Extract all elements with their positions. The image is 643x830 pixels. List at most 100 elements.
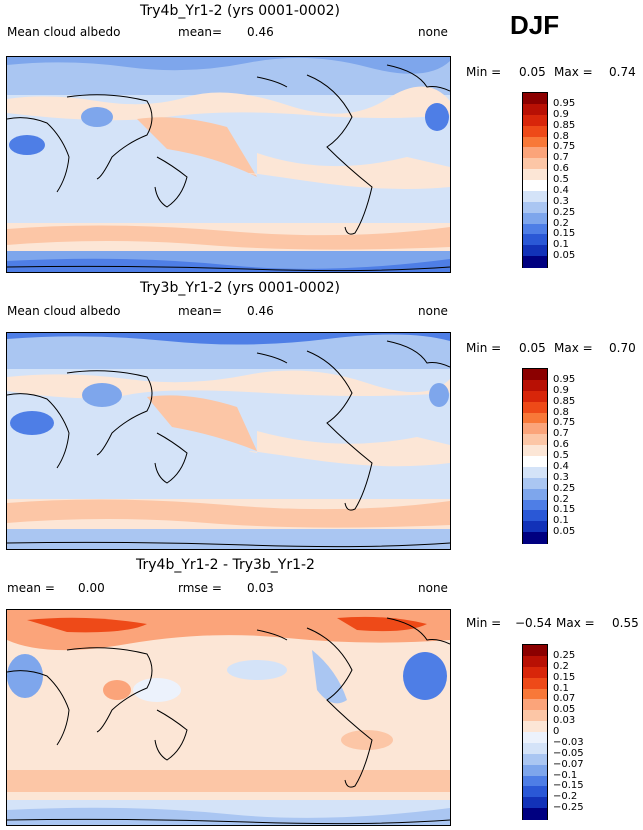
panel-3-colorbar-tick-label: −0.25 xyxy=(553,802,584,814)
panel-3-europe-negative xyxy=(403,652,447,700)
panel-3-min-label: Min = xyxy=(466,616,502,630)
panel-3-map xyxy=(6,609,451,826)
panel-2-mean-value: 0.46 xyxy=(247,304,274,318)
panel-3-colorbar-segment xyxy=(523,775,547,787)
panel-1-colorbar-tick-label: 0.5 xyxy=(553,174,569,185)
panel-1-colorbar-segment xyxy=(523,158,547,170)
panel-1-colorbar-segment xyxy=(523,234,547,246)
panel-1-colorbar-tick-label: 0.9 xyxy=(553,108,569,120)
panel-1-colorbar-tick-label: 0.85 xyxy=(553,119,576,131)
panel-3-npacific-negative xyxy=(227,660,287,680)
panel-1-africa-low xyxy=(9,135,45,155)
panel-2-arctic-cloud xyxy=(7,333,450,345)
panel-3-colorbar-segment xyxy=(523,655,547,668)
panel-1-colorbar-segment xyxy=(523,93,547,105)
panel-1-colorbar-segment xyxy=(523,180,547,192)
panel-2-colorbar-segment xyxy=(523,477,547,490)
panel-2-map-svg xyxy=(7,333,450,549)
panel-3-colorbar-segment xyxy=(523,645,547,657)
panel-3-colorbar-segment xyxy=(523,742,547,755)
panel-1-colorbar-segment xyxy=(523,114,547,127)
panel-3-max-value: 0.55 xyxy=(612,616,639,630)
panel-2-colorbar-segment xyxy=(523,499,547,511)
panel-1-colorbar-segment xyxy=(523,169,547,181)
panel-1-mean-label: mean= xyxy=(178,25,223,39)
panel-3-colorbar-tick-label: 0.05 xyxy=(553,704,576,716)
panel-3-north-max-2 xyxy=(337,616,427,632)
panel-2-colorbar-tick-label: 0.5 xyxy=(553,450,569,461)
panel-1-arctic-cloud xyxy=(7,57,450,74)
panel-1-pacific-streak xyxy=(137,117,257,177)
panel-2-colorbar-tick-label: 0.85 xyxy=(553,395,576,407)
panel-3-rmse-label: rmse = xyxy=(178,581,222,595)
panel-1-map-svg xyxy=(7,57,450,272)
panel-2-colorbar-tick-label: 0.15 xyxy=(553,504,576,516)
panel-2-colorbar-segment xyxy=(523,532,547,544)
panel-3-colorbar-segment xyxy=(523,710,547,722)
panel-1-colorbar-tick-label: 0.3 xyxy=(553,195,569,207)
panel-3-samerica-positive xyxy=(341,730,393,750)
panel-1-colorbar: 0.95 0.9 0.85 0.8 0.75 0.7 0.6 0.5 0.4 0.3 0.25 0.2… xyxy=(522,92,575,268)
panel-3-colorbar-tick-label: −0.05 xyxy=(553,747,584,759)
panel-1-colorbar-tick-label: 0.7 xyxy=(553,152,569,164)
panel-3-colorbar-segment xyxy=(523,699,547,711)
panel-3-north-max-1 xyxy=(27,617,147,633)
panel-3-colorbar: 0.25 0.2 0.15 0.1 0.07 0.05 0.03 0 −0.03 −0.05 −0.… xyxy=(522,644,584,820)
panel-2-title: Try3b_Yr1-2 (yrs 0001-0002) xyxy=(140,280,340,296)
panel-3-colorbar-tick-label: −0.07 xyxy=(553,758,584,770)
panel-1-europe-low xyxy=(425,103,449,131)
panel-1-colorbar-segment xyxy=(523,212,547,224)
panel-2-pacific-south xyxy=(248,431,450,467)
panel-3-colorbar-tick-label: −0.03 xyxy=(553,736,584,748)
season-label: DJF xyxy=(510,10,560,40)
panel-3-colorbar-segment xyxy=(523,797,547,809)
panel-2-asia-low xyxy=(82,383,122,407)
panel-2-colorbar-tick-label: 0.9 xyxy=(553,384,569,396)
panel-2-colorbar-tick-label: 0.3 xyxy=(553,471,569,483)
panel-2-colorbar-segment xyxy=(523,510,547,522)
panel-1-variable-label: Mean cloud albedo xyxy=(7,25,121,39)
panel-2-southern-storm-track xyxy=(7,499,450,528)
panel-1-antarctic-core xyxy=(7,258,450,272)
panel-1-title: Try4b_Yr1-2 (yrs 0001-0002) xyxy=(140,3,340,19)
panel-2-colorbar-tick-label: 0.4 xyxy=(553,460,569,472)
panel-2-colorbar-segment xyxy=(523,456,547,468)
panel-1-colorbar-tick-label: 0.2 xyxy=(553,217,569,229)
panel-3-colorbar-segment xyxy=(523,677,547,689)
panel-3-colorbar-segment xyxy=(523,753,547,766)
panel-1-coastlines xyxy=(7,64,450,272)
panel-2-colorbar-segment xyxy=(523,412,547,424)
panel-2-pacific-streak xyxy=(147,395,257,451)
panel-1-colorbar-tick-label: 0.8 xyxy=(553,130,569,142)
panel-2-colorbar-tick-label: 0.25 xyxy=(553,482,576,494)
panel-1-mean-value: 0.46 xyxy=(247,25,274,39)
panel-2-colorbar-tick-label: 0.05 xyxy=(553,526,576,538)
panel-3-southern-band xyxy=(7,770,450,792)
panel-3-colorbar-tick-label: 0.03 xyxy=(553,715,576,727)
panel-3-mean-label: mean = xyxy=(7,581,55,595)
panel-3-colorbar-tick-label: −0.2 xyxy=(553,791,578,803)
panel-2-colorbar-segment xyxy=(523,488,547,500)
panel-1-colorbar-segment xyxy=(523,147,547,159)
panel-1-colorbar-tick-label: 0.95 xyxy=(553,97,576,109)
panel-3-min-value: −0.54 xyxy=(515,616,552,630)
panel-1-max-label: Max = xyxy=(554,65,593,79)
panel-2-colorbar-tick-label: 0.7 xyxy=(553,428,569,440)
panel-2-max-label: Max = xyxy=(554,341,593,355)
panel-2-min-label: Min = xyxy=(466,341,502,355)
panel-2-max-value: 0.70 xyxy=(609,341,636,355)
panel-1-colorbar-segment xyxy=(523,190,547,203)
panel-1-southern-storm-track xyxy=(7,225,450,250)
panel-1-map xyxy=(6,56,451,273)
panel-3-colorbar-tick-label: −0.15 xyxy=(553,780,584,792)
panel-3-colorbar-tick-label: 0.15 xyxy=(553,671,576,683)
panel-2-colorbar-segment xyxy=(523,369,547,381)
panel-3-colorbar-tick-label: 0.07 xyxy=(553,693,576,705)
panel-3-colorbar-segment xyxy=(523,808,547,820)
panel-1-asia-low xyxy=(81,107,113,127)
panel-3-colorbar-segment xyxy=(523,764,547,776)
panel-3-title: Try4b_Yr1-2 - Try3b_Yr1-2 xyxy=(136,557,315,573)
panel-1-colorbar-segment xyxy=(523,136,547,148)
panel-3-colorbar-tick-label: −0.1 xyxy=(553,769,578,781)
panel-2-colorbar-segment xyxy=(523,401,547,413)
